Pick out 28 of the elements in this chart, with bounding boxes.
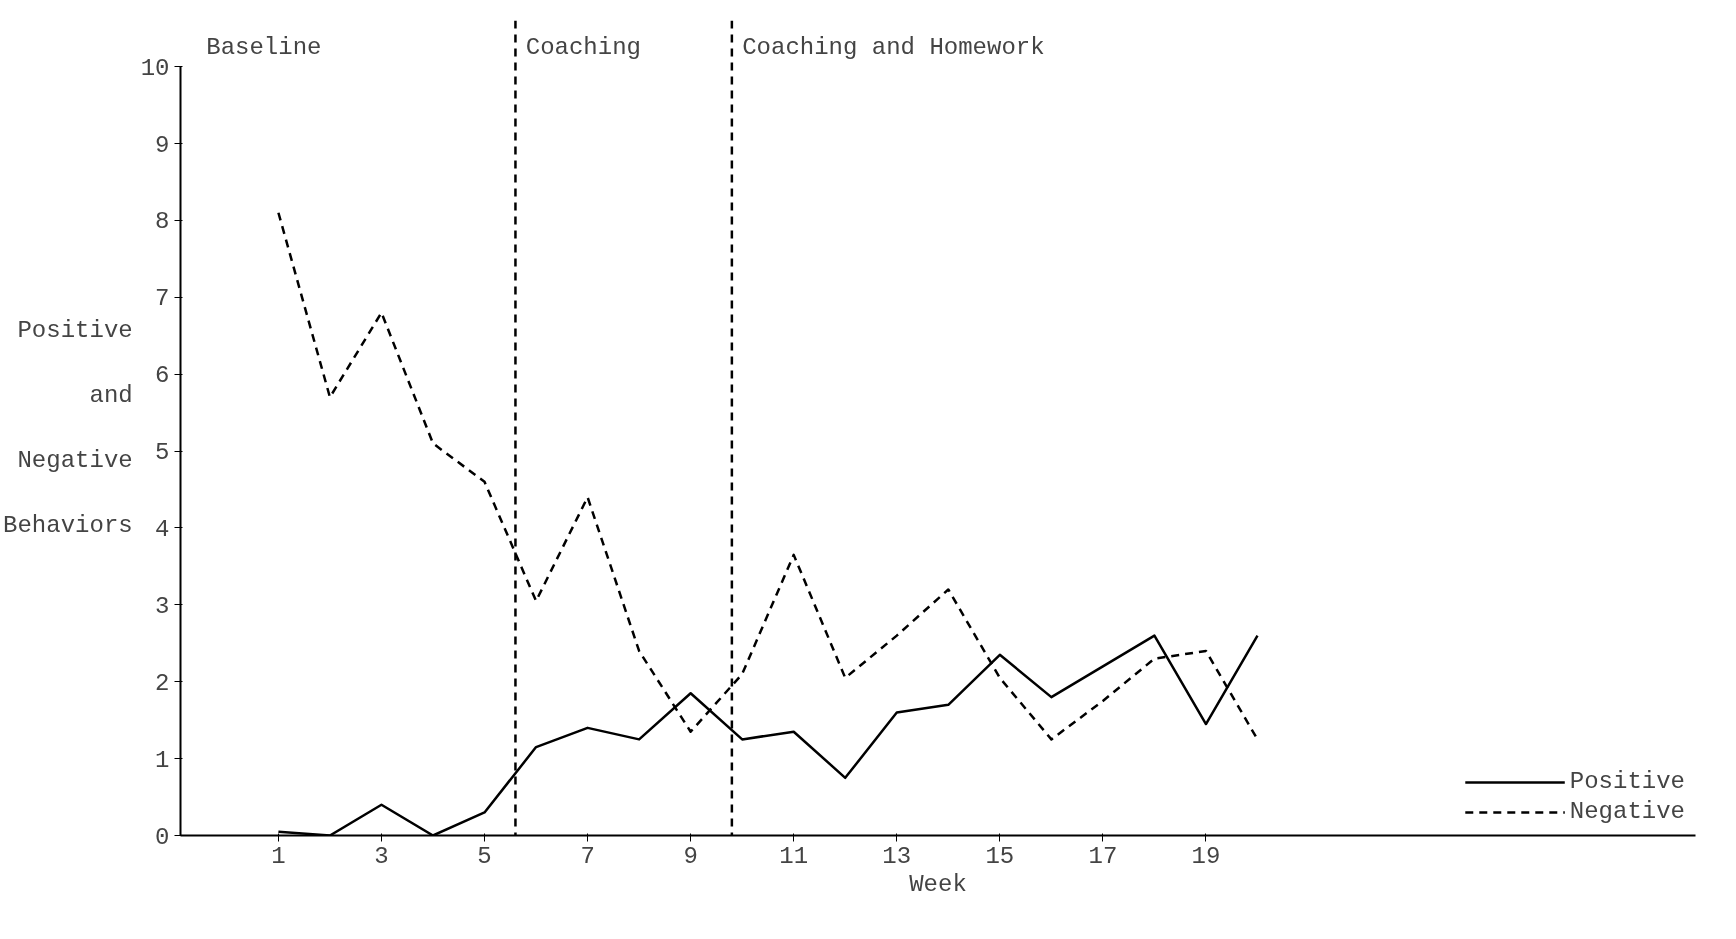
y-tick-label: 8: [155, 208, 170, 236]
x-tick-label: 17: [1088, 842, 1118, 870]
y-tick-label: 9: [155, 131, 170, 159]
y-tick-label: 1: [155, 746, 170, 774]
y-tick-label: 3: [155, 592, 170, 620]
text: Positive and Negative Behaviors: [3, 317, 133, 539]
x-tick-label: 3: [374, 842, 389, 870]
x-axis-title: Week: [909, 870, 967, 898]
text: Coaching: [525, 33, 641, 61]
x-tick-label: 7: [580, 842, 595, 870]
y-tick-label: 5: [155, 439, 170, 467]
x-tick-label: 9: [683, 842, 698, 870]
x-tick-label: 11: [779, 842, 809, 870]
y-tick-label: 4: [155, 515, 170, 543]
x-tick-label: 5: [477, 842, 492, 870]
y-tick-label: 7: [155, 285, 170, 313]
legend-label: Positive: [1569, 768, 1685, 795]
y-tick-label: 10: [140, 54, 170, 82]
x-tick-label: 13: [882, 842, 912, 870]
text: Baseline: [206, 33, 322, 61]
text: Coaching and Homework: [742, 33, 1045, 61]
y-tick-label: 2: [155, 669, 170, 697]
x-tick-label: 19: [1191, 842, 1221, 870]
y-tick-label: 0: [155, 823, 170, 851]
x-tick-label: 15: [985, 842, 1015, 870]
x-tick-label: 1: [271, 842, 286, 870]
legend-label: Negative: [1569, 798, 1685, 825]
y-tick-label: 6: [155, 362, 170, 390]
